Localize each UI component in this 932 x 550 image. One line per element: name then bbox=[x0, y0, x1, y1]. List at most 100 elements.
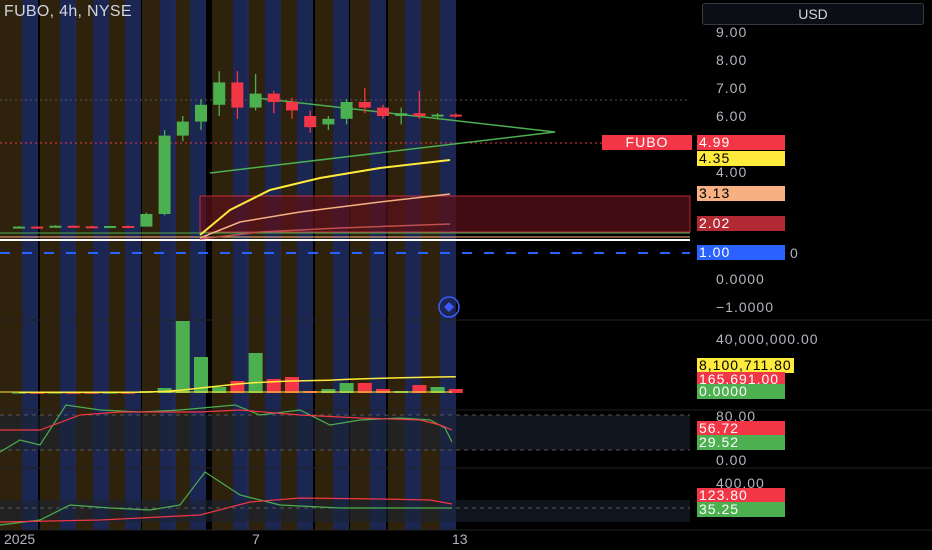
candle-body-19 bbox=[358, 102, 371, 108]
time-label-year: 2025 bbox=[4, 531, 36, 547]
ma-red bbox=[199, 223, 451, 240]
volume-badges-value-2: 0.0000 bbox=[697, 384, 785, 399]
session-orange-0 bbox=[0, 0, 22, 530]
candle-body-12 bbox=[231, 82, 244, 108]
volume-bar-13 bbox=[248, 353, 263, 393]
candlestick-series bbox=[13, 71, 462, 229]
price_axis_ticks-tick-3: 6.00 bbox=[716, 108, 748, 124]
session-blue-10 bbox=[370, 0, 386, 530]
session-orange-4 bbox=[142, 0, 160, 530]
price-badges-value-0: 4.99 bbox=[697, 135, 785, 150]
session-orange-6 bbox=[212, 0, 233, 530]
candle-body-14 bbox=[267, 93, 280, 102]
volume-bar-12 bbox=[230, 381, 245, 393]
volume-badges-value-0: 8,100,711.80 bbox=[697, 357, 794, 373]
volume-bar-6 bbox=[121, 392, 136, 394]
candle-body-7 bbox=[140, 214, 153, 227]
candle-body-18 bbox=[340, 102, 353, 119]
price-badges-value-4: 1.00 bbox=[697, 245, 785, 260]
price-axis-suffix: 0 bbox=[790, 245, 799, 261]
chart-extras bbox=[438, 296, 460, 318]
session-orange-7 bbox=[246, 0, 265, 530]
candle-body-11 bbox=[213, 82, 226, 105]
rsi-badges-value-1: 29.52 bbox=[697, 435, 785, 450]
volume-bar-17 bbox=[321, 389, 336, 393]
session-blue-5 bbox=[190, 0, 206, 530]
price_axis_ticks-tick-6: −1.0000 bbox=[716, 299, 774, 315]
volume-bar-23 bbox=[430, 387, 445, 393]
candle-body-1 bbox=[31, 226, 44, 229]
volume-bar-9 bbox=[175, 321, 190, 393]
rsi-badges-value-0: 56.72 bbox=[697, 421, 785, 436]
session-highlights bbox=[0, 0, 456, 530]
price_axis_ticks-tick-0: 9.00 bbox=[716, 24, 748, 40]
volume-bar-22 bbox=[412, 385, 427, 393]
price_axis_ticks-tick-2: 7.00 bbox=[716, 80, 748, 96]
candle-body-6 bbox=[122, 226, 135, 229]
session-blue-9 bbox=[333, 0, 349, 530]
chart-overlays bbox=[0, 97, 691, 241]
chart-grid bbox=[0, 99, 932, 531]
candle-body-3 bbox=[67, 225, 80, 228]
candle-body-10 bbox=[195, 104, 207, 122]
session-orange-1 bbox=[40, 0, 60, 530]
candle-body-9 bbox=[176, 121, 189, 136]
session-orange-10 bbox=[350, 0, 370, 530]
time-label-day-7: 7 bbox=[252, 531, 260, 547]
candle-body-22 bbox=[413, 113, 426, 116]
session-blue-6 bbox=[233, 0, 249, 530]
chart-settings-icon[interactable] bbox=[438, 296, 460, 318]
ma-yellow bbox=[199, 159, 451, 236]
volume-bar-1 bbox=[30, 392, 45, 394]
currency-selector[interactable]: USD bbox=[702, 3, 924, 25]
session-blue-0 bbox=[22, 0, 38, 530]
candle-body-8 bbox=[158, 135, 171, 214]
price-badges-value-1: 4.35 bbox=[697, 151, 785, 166]
osc-badges-value-1: 35.25 bbox=[697, 502, 785, 517]
ma-orange bbox=[199, 193, 451, 239]
rsi_axis_ticks-tick-1: 0.00 bbox=[716, 452, 748, 468]
candle-body-4 bbox=[85, 226, 98, 229]
session-blue-3 bbox=[125, 0, 141, 530]
candle-body-23 bbox=[431, 114, 444, 117]
session-blue-11 bbox=[405, 0, 421, 530]
osc-band bbox=[0, 500, 690, 522]
symbol-title: FUBO, 4h, NYSE bbox=[4, 3, 132, 20]
diamond-icon bbox=[444, 302, 454, 312]
volume-bar-10 bbox=[194, 357, 208, 393]
session-blue-12 bbox=[440, 0, 456, 530]
session-orange-11 bbox=[388, 0, 405, 530]
session-orange-2 bbox=[75, 0, 93, 530]
time-label-day-13: 13 bbox=[452, 531, 468, 547]
candle-body-5 bbox=[104, 226, 116, 229]
session-orange-9 bbox=[315, 0, 333, 530]
rsi-band bbox=[0, 415, 690, 450]
resistance-zone bbox=[199, 195, 691, 233]
session-blue-1 bbox=[60, 0, 76, 530]
session-orange-12 bbox=[420, 0, 440, 530]
price-badges-value-2: 3.13 bbox=[697, 186, 785, 201]
candle-body-15 bbox=[286, 102, 298, 111]
osc-red-line bbox=[0, 497, 453, 523]
oscillator-pane bbox=[0, 471, 690, 526]
price-badges-value-3: 2.02 bbox=[697, 216, 785, 231]
session-blue-2 bbox=[93, 0, 109, 530]
price_axis_ticks-tick-5: 0.0000 bbox=[716, 271, 765, 287]
volume-bar-18 bbox=[339, 383, 354, 393]
session-blue-7 bbox=[265, 0, 281, 530]
volume-bar-11 bbox=[212, 387, 227, 393]
osc-green-line bbox=[0, 471, 452, 526]
volume-pane bbox=[0, 321, 463, 394]
candle-body-20 bbox=[377, 107, 389, 116]
osc_axis_ticks-tick-0: 400.00 bbox=[716, 475, 765, 491]
candle-body-21 bbox=[395, 113, 408, 116]
price_axis_ticks-tick-1: 8.00 bbox=[716, 52, 748, 68]
price_axis_ticks-tick-4: 4.00 bbox=[716, 164, 748, 180]
volume-badges-value-1: 165,691.00 bbox=[697, 372, 785, 387]
rsi_axis_ticks-tick-0: 80.00 bbox=[716, 408, 757, 424]
volume-bar-19 bbox=[357, 383, 372, 393]
candle-body-24 bbox=[449, 114, 462, 117]
triangle-pattern bbox=[209, 97, 556, 174]
volume_axis_ticks-tick-0: 40,000,000.00 bbox=[716, 331, 819, 347]
